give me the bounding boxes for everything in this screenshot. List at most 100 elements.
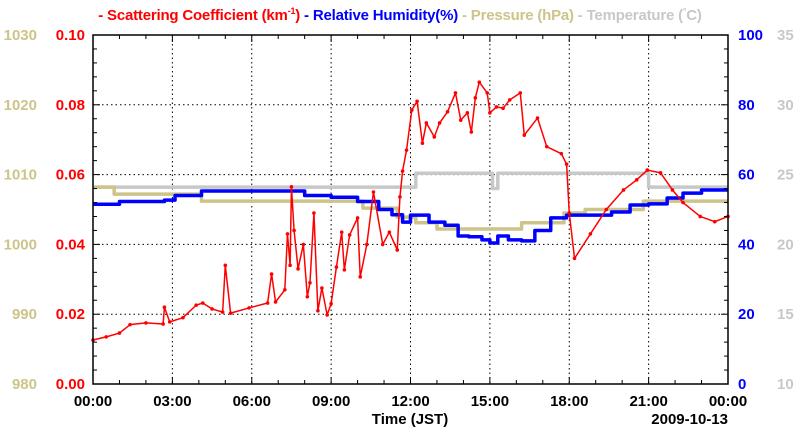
temperature-tick-label: 30 xyxy=(777,97,794,114)
scattering-tick-label: 0.06 xyxy=(56,167,85,184)
scattering-line xyxy=(92,81,729,341)
scattering-point xyxy=(559,151,564,156)
x-tick-label: 21:00 xyxy=(629,393,667,410)
scattering-point xyxy=(670,188,675,192)
scattering-point xyxy=(347,233,352,237)
temperature-tick-label: 20 xyxy=(777,236,794,253)
scattering-point xyxy=(410,108,414,112)
scattering-tick-label: 0.08 xyxy=(56,97,85,114)
scattering-point xyxy=(358,275,363,279)
scattering-point xyxy=(501,106,505,111)
scattering-point xyxy=(305,294,310,299)
x-tick-label: 09:00 xyxy=(312,393,350,410)
pressure-tick-label: 990 xyxy=(12,306,37,323)
scattering-point xyxy=(485,91,490,95)
scattering-point xyxy=(312,211,316,215)
axis-ticks xyxy=(92,34,729,385)
x-tick-label: 18:00 xyxy=(550,393,588,410)
scattering-point xyxy=(445,109,450,114)
scattering-point xyxy=(296,267,300,271)
legend-scattering: - Scattering Coefficient (km-1) xyxy=(98,6,301,24)
scattering-point xyxy=(395,248,400,252)
scattering-point xyxy=(645,168,650,172)
humidity-tick-label: 20 xyxy=(738,306,755,323)
scattering-tick-label: 0.00 xyxy=(56,376,85,393)
temperature-tick-label: 35 xyxy=(777,27,794,44)
scattering-tick-label: 0.04 xyxy=(56,236,86,253)
scattering-point xyxy=(247,306,251,310)
date-label: 2009-10-13 xyxy=(651,411,728,428)
scattering-point xyxy=(564,162,569,166)
scattering-point xyxy=(698,214,703,219)
legend-temperature-degree: ° xyxy=(682,6,687,16)
scattering-point xyxy=(228,311,233,315)
scattering-point xyxy=(488,111,492,115)
legend-temperature: - Temperature (°C) xyxy=(573,6,702,24)
legend-scattering-label: - Scattering Coefficient (km xyxy=(98,7,288,24)
x-tick-label: 00:00 xyxy=(74,393,112,410)
humidity-tick-label: 80 xyxy=(738,97,755,114)
scattering-point xyxy=(288,263,292,268)
scattering-point xyxy=(544,144,549,149)
humidity-tick-label: 60 xyxy=(738,167,755,184)
scattering-point xyxy=(465,111,470,115)
scattering-point xyxy=(329,301,333,306)
scattering-point xyxy=(144,321,148,325)
scattering-point xyxy=(588,232,593,236)
pressure-tick-label: 1020 xyxy=(4,97,37,114)
scattering-point xyxy=(432,135,437,139)
scattering-point xyxy=(220,310,225,314)
axis-labels: 00:00 03:00 06:00 09:00 12:00 15:00 18:00 21:00… xyxy=(4,27,794,410)
legend-temperature-label: - Temperature ( xyxy=(573,7,683,24)
scattering-point xyxy=(387,230,392,234)
temperature-tick-label: 10 xyxy=(777,376,794,393)
scattering-point xyxy=(292,228,296,233)
legend-scattering-close: ) xyxy=(295,7,301,24)
scattering-tick-label: 0.10 xyxy=(56,27,85,44)
scattering-point xyxy=(128,322,132,327)
scattering-point xyxy=(712,219,717,224)
scattering-point xyxy=(535,116,540,120)
legend-temperature-unit: C) xyxy=(686,7,702,24)
scattering-point xyxy=(223,263,228,268)
scattering-point xyxy=(494,105,499,109)
scattering-point xyxy=(161,322,165,326)
pressure-tick-label: 1000 xyxy=(4,236,37,253)
x-tick-label: 15:00 xyxy=(471,393,509,410)
humidity-line xyxy=(93,188,728,245)
scattering-point xyxy=(320,286,324,290)
scattering-point xyxy=(634,178,639,182)
scattering-point xyxy=(325,313,329,317)
temperature-tick-label: 25 xyxy=(777,167,794,184)
scattering-point xyxy=(162,305,167,310)
scattering-point xyxy=(453,91,458,95)
scattering-point xyxy=(621,188,626,192)
scattering-point xyxy=(371,190,376,194)
scattering-point xyxy=(289,185,294,189)
humidity-tick-label: 40 xyxy=(738,236,755,253)
scattering-point xyxy=(269,272,274,276)
scattering-point xyxy=(473,96,478,100)
scattering-point xyxy=(507,98,512,102)
legend-pressure: - Pressure (hPa) xyxy=(458,7,574,24)
scattering-point xyxy=(117,331,122,335)
scattering-point xyxy=(355,216,360,220)
scattering-tick-label: 0.02 xyxy=(56,306,85,323)
scattering-point xyxy=(365,242,369,247)
scattering-point xyxy=(342,268,347,272)
scattering-point xyxy=(194,303,198,307)
legend-humidity: - Relative Humidity(%) xyxy=(300,7,459,24)
temperature-line xyxy=(93,171,728,191)
scattering-point xyxy=(420,141,425,145)
scattering-point xyxy=(334,265,339,269)
scattering-point xyxy=(167,320,172,324)
scattering-point xyxy=(518,91,523,95)
chart-legend: - Scattering Coefficient (km-1) - Relati… xyxy=(0,6,800,24)
scattering-point xyxy=(469,130,474,134)
scattering-point xyxy=(301,242,306,247)
series-lines xyxy=(91,80,730,342)
x-axis-title: Time (JST) xyxy=(372,411,448,428)
scattering-point xyxy=(604,207,609,212)
scattering-point xyxy=(404,148,409,152)
